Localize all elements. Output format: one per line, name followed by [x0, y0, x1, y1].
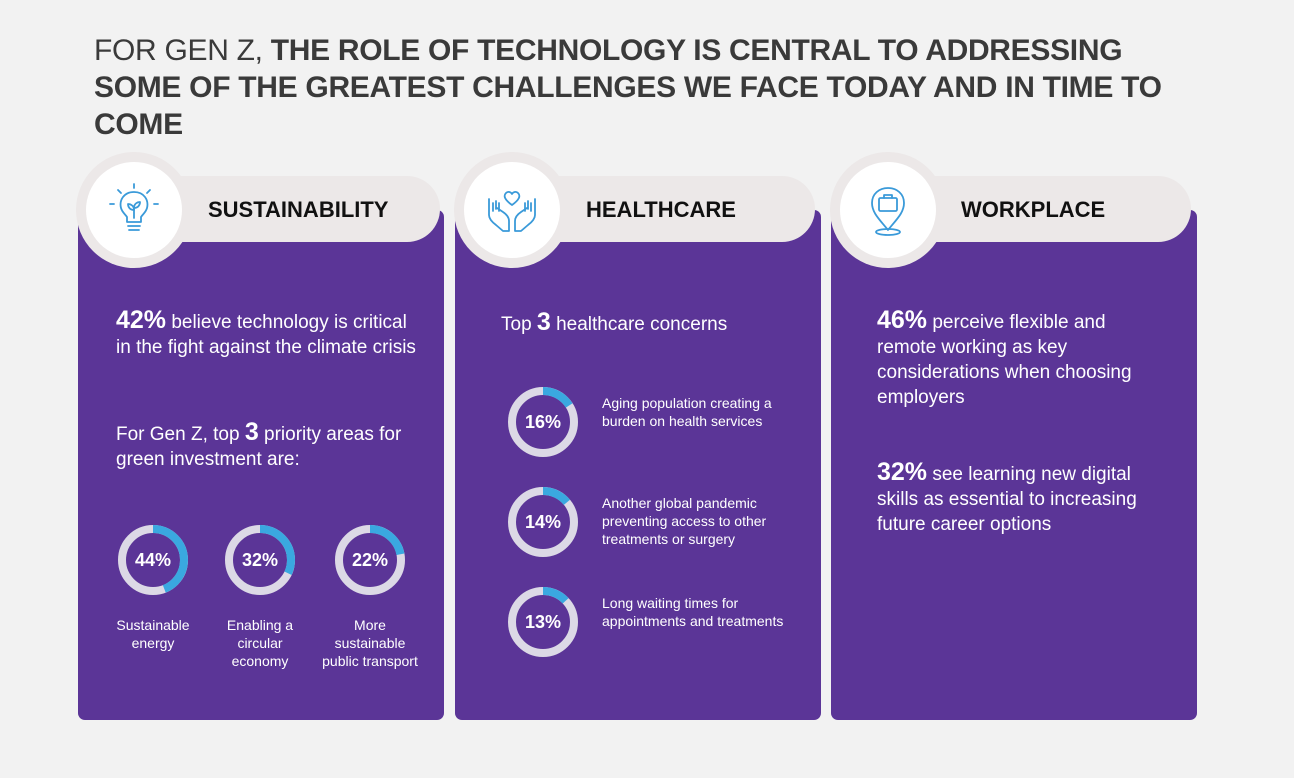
- healthcare-donut-2: 14%: [507, 486, 579, 558]
- workplace-stat-2-value: 32%: [877, 458, 928, 486]
- sustainability-priority-text: For Gen Z, top 3 priority areas for gree…: [116, 420, 416, 472]
- healthcare-icon-badge: [454, 152, 570, 268]
- page-title: FOR GEN Z, THE ROLE OF TECHNOLOGY IS CEN…: [94, 32, 1214, 143]
- sustainability-stat-value: 42%: [116, 306, 167, 334]
- sustainability-icon-badge: [76, 152, 192, 268]
- sustainability-heading: SUSTAINABILITY: [208, 197, 389, 222]
- intro-num: 3: [536, 308, 551, 336]
- briefcase-location-icon: [871, 187, 905, 236]
- sustainability-donut-2: 32%: [224, 524, 296, 596]
- sustainability-caption-2: Enabling a circular economy: [226, 617, 294, 669]
- healthcare-donut-1: 16%: [507, 386, 579, 458]
- healthcare-donut-value: 13%: [524, 612, 562, 632]
- sustainability-stat-text: believe technology is critical in the fi…: [116, 312, 416, 358]
- priority-post: priority areas for green investment are:: [116, 424, 402, 470]
- sustainability-donut-value: 44%: [134, 550, 172, 570]
- sustainability-donut-fill: [225, 525, 295, 595]
- sustainability-donut-value: 32%: [241, 550, 279, 570]
- healthcare-donut-fill: [508, 487, 578, 557]
- intro-post: healthcare concerns: [556, 314, 728, 335]
- workplace-card: [831, 210, 1197, 720]
- sustainability-caption-3: More sustainable public transport: [322, 617, 418, 669]
- title-prefix: FOR GEN Z,: [94, 34, 263, 67]
- sustainability-stat: 42% believe technology is critical in th…: [116, 308, 416, 360]
- workplace-stat-1: 46% perceive flexible and remote working…: [877, 308, 1167, 410]
- healthcare-donut-fill: [508, 587, 578, 657]
- sustainability-donut-fill: [118, 525, 188, 595]
- healthcare-caption-1: Aging population creating a burden on he…: [602, 395, 772, 429]
- sustainability-donut-3: 22%: [334, 524, 406, 596]
- sustainability-card: [78, 210, 444, 720]
- sustainability-donut-1: 44%: [117, 524, 189, 596]
- workplace-heading: WORKPLACE: [961, 197, 1106, 222]
- sustainability-donut-value: 22%: [351, 550, 389, 570]
- healthcare-donut-3: 13%: [507, 586, 579, 658]
- healthcare-donut-value: 16%: [524, 412, 562, 432]
- healthcare-donut-fill: [508, 387, 578, 457]
- healthcare-caption-3: Long waiting times for appointments and …: [602, 595, 784, 629]
- healthcare-intro: Top 3 healthcare concerns: [501, 310, 801, 337]
- title-main: THE ROLE OF TECHNOLOGY IS CENTRAL TO ADD…: [94, 34, 1162, 141]
- workplace-stat-2-text: see learning new digital skills as essen…: [877, 464, 1137, 535]
- workplace-stat-1-value: 46%: [877, 306, 928, 334]
- lightbulb-leaf-icon: [109, 183, 159, 231]
- healthcare-heading: HEALTHCARE: [586, 197, 736, 222]
- workplace-stat-1-text: perceive flexible and remote working as …: [877, 312, 1132, 408]
- sustainability-caption-1: Sustainable energy: [116, 617, 190, 651]
- workplace-icon-badge: [830, 152, 946, 268]
- hands-heart-icon: [488, 191, 536, 232]
- intro-pre: Top: [501, 314, 532, 335]
- healthcare-donut-value: 14%: [524, 512, 562, 532]
- priority-pre: For Gen Z, top: [116, 424, 240, 445]
- healthcare-caption-2: Another global pandemic preventing acces…: [602, 495, 767, 547]
- workplace-stat-2: 32% see learning new digital skills as e…: [877, 460, 1167, 537]
- priority-num: 3: [244, 418, 259, 446]
- sustainability-donut-fill: [335, 525, 405, 595]
